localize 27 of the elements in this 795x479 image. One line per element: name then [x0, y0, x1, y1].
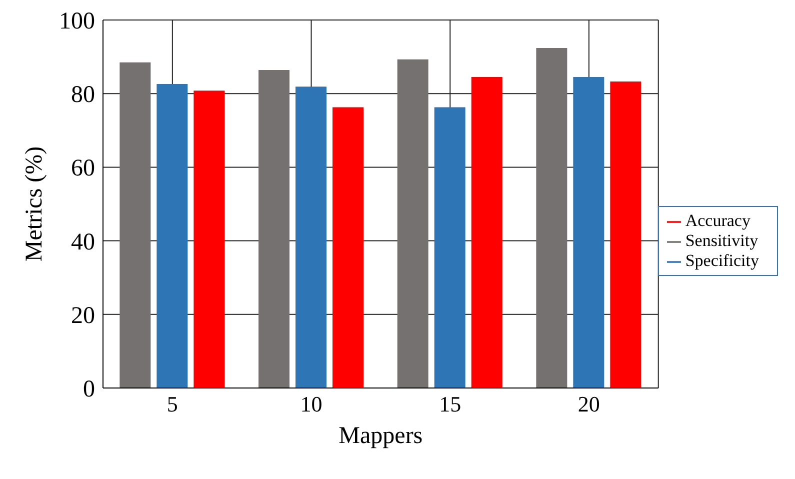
bar — [610, 81, 642, 388]
x-axis-title: Mappers — [338, 423, 423, 449]
y-axis-title: Metrics (%) — [22, 146, 48, 262]
legend-label: Sensitivity — [685, 230, 758, 250]
bar — [471, 77, 502, 388]
bar — [536, 48, 568, 388]
bar — [258, 70, 290, 388]
y-tick-label: 40 — [71, 229, 95, 256]
bar — [156, 84, 188, 388]
legend-label: Accuracy — [685, 210, 750, 230]
x-tick-label: 20 — [578, 392, 600, 417]
y-tick-label: 100 — [59, 8, 95, 35]
x-tick-label: 10 — [300, 392, 322, 417]
bar — [295, 86, 326, 388]
x-tick-label: 5 — [166, 392, 178, 417]
bar — [434, 107, 466, 388]
legend-label: Specificity — [685, 250, 759, 270]
bar — [120, 62, 151, 388]
y-tick-label: 60 — [71, 156, 95, 182]
bar — [194, 90, 225, 388]
y-tick-label: 0 — [83, 376, 95, 403]
y-tick-label: 80 — [71, 82, 95, 108]
y-tick-label: 20 — [71, 302, 95, 329]
bar — [573, 77, 604, 388]
x-tick-label: 15 — [439, 392, 462, 417]
bar — [332, 107, 364, 388]
bar — [397, 59, 428, 388]
